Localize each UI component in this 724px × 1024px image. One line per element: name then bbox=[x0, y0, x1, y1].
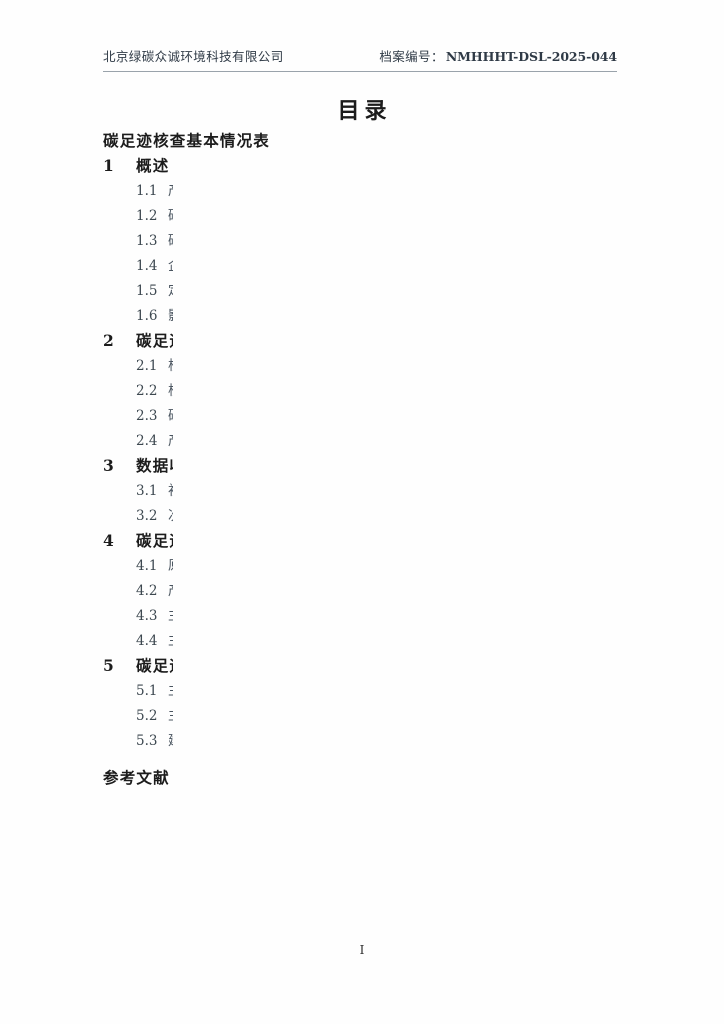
toc-entry-number: 2.2 bbox=[136, 383, 158, 399]
toc-entry-number: 1 bbox=[103, 156, 114, 175]
toc-entry-number: 4 bbox=[103, 531, 114, 550]
toc-entry-number: 4.3 bbox=[136, 608, 158, 624]
toc-entry-number: 3.1 bbox=[136, 483, 158, 499]
toc-entry-number: 4.2 bbox=[136, 583, 158, 599]
archive-number-value: NMHHHT-DSL-2025-044 bbox=[445, 49, 617, 64]
toc-entry-label: 概述 bbox=[136, 156, 170, 175]
toc-entry[interactable]: 1 概述 3 bbox=[103, 154, 724, 1024]
header-divider bbox=[103, 71, 617, 72]
toc-entry[interactable]: 5.3建议21 bbox=[136, 729, 724, 1024]
toc-entry-number: 3 bbox=[103, 456, 114, 475]
toc-entry-number: 5.2 bbox=[136, 708, 158, 724]
toc-entry-number: 1.1 bbox=[136, 183, 158, 199]
toc-entry-number: 4.1 bbox=[136, 558, 158, 574]
toc-entry-number: 1.2 bbox=[136, 208, 158, 224]
page-title: 目录 bbox=[337, 98, 392, 124]
toc-entry-page-number: 22 bbox=[173, 768, 724, 1024]
page-folio: I bbox=[359, 943, 365, 957]
toc-entry-label: 参考文献 bbox=[103, 768, 170, 787]
toc-entry[interactable]: 参考文献22 bbox=[103, 766, 724, 1024]
toc-entry-number: 3.2 bbox=[136, 508, 158, 524]
toc-entry-number: 1.6 bbox=[136, 308, 158, 324]
table-of-contents: 碳足迹核查基本情况表11概述31.1产品碳足迹（PCF）介绍31.2碳足迹核查目… bbox=[103, 129, 724, 1024]
toc-entry-number: 1.5 bbox=[136, 283, 158, 299]
running-header: 北京绿碳众诚环境科技有限公司 档案编号： NMHHHT-DSL-2025-044 bbox=[103, 46, 617, 65]
toc-entry-number: 5.3 bbox=[136, 733, 158, 749]
organization-name: 北京绿碳众诚环境科技有限公司 bbox=[103, 49, 284, 64]
toc-entry-number: 4.4 bbox=[136, 633, 158, 649]
toc-entry-number: 2.3 bbox=[136, 408, 158, 424]
toc-entry-number: 1.3 bbox=[136, 233, 158, 249]
toc-entry-number: 1.4 bbox=[136, 258, 158, 274]
toc-entry-number: 5 bbox=[103, 656, 114, 675]
toc-entry[interactable]: 碳足迹核查基本情况表 1 bbox=[103, 129, 724, 1024]
archive-number-label: 档案编号： bbox=[379, 49, 444, 64]
toc-entry-number: 2.1 bbox=[136, 358, 158, 374]
archive-number: 档案编号： NMHHHT-DSL-2025-044 bbox=[379, 46, 617, 65]
toc-entry-number: 5.1 bbox=[136, 683, 158, 699]
toc-entry-number: 2.4 bbox=[136, 433, 158, 449]
toc-entry-label: 碳足迹核查基本情况表 bbox=[103, 131, 271, 150]
toc-entry-number: 2 bbox=[103, 331, 114, 350]
